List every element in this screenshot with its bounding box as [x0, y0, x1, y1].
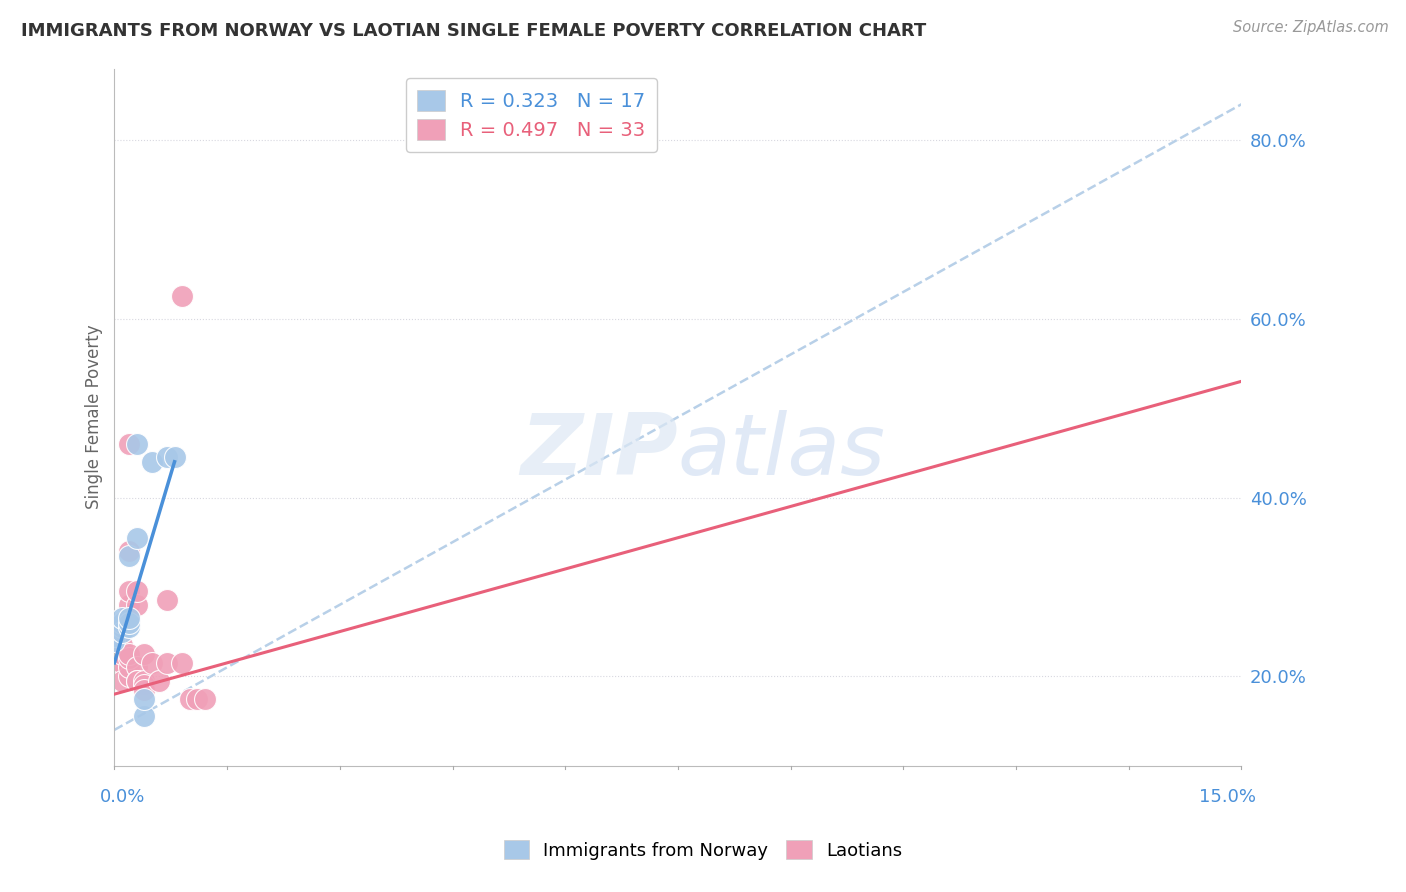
Point: [118, 615, 141, 630]
Point: [156, 656, 179, 670]
Point: [111, 615, 134, 630]
Point: [134, 682, 156, 697]
Point: [111, 611, 134, 625]
Point: [118, 437, 141, 451]
Point: [111, 647, 134, 661]
Point: [118, 620, 141, 634]
Point: [156, 593, 179, 607]
Text: Source: ZipAtlas.com: Source: ZipAtlas.com: [1233, 20, 1389, 35]
Point: [134, 678, 156, 692]
Text: IMMIGRANTS FROM NORWAY VS LAOTIAN SINGLE FEMALE POVERTY CORRELATION CHART: IMMIGRANTS FROM NORWAY VS LAOTIAN SINGLE…: [21, 22, 927, 40]
Point: [103, 656, 125, 670]
Point: [170, 289, 193, 303]
Point: [179, 691, 201, 706]
Point: [111, 620, 134, 634]
Point: [118, 669, 141, 683]
Point: [103, 647, 125, 661]
Text: 0.0%: 0.0%: [100, 788, 145, 806]
Point: [103, 629, 125, 643]
Point: [141, 455, 163, 469]
Text: atlas: atlas: [678, 410, 886, 493]
Point: [118, 584, 141, 599]
Point: [103, 633, 125, 648]
Point: [118, 598, 141, 612]
Point: [118, 549, 141, 563]
Point: [156, 450, 179, 465]
Point: [111, 638, 134, 652]
Point: [134, 673, 156, 688]
Point: [186, 691, 208, 706]
Point: [118, 647, 141, 661]
Point: [125, 437, 148, 451]
Point: [134, 691, 156, 706]
Point: [118, 544, 141, 558]
Point: [125, 531, 148, 545]
Point: [125, 584, 148, 599]
Point: [163, 450, 186, 465]
Point: [193, 691, 215, 706]
Point: [111, 624, 134, 639]
Point: [125, 673, 148, 688]
Point: [148, 673, 170, 688]
Text: ZIP: ZIP: [520, 410, 678, 493]
Point: [134, 647, 156, 661]
Point: [125, 598, 148, 612]
Point: [170, 656, 193, 670]
Y-axis label: Single Female Poverty: Single Female Poverty: [86, 325, 103, 509]
Point: [118, 651, 141, 665]
Text: 15.0%: 15.0%: [1199, 788, 1257, 806]
Point: [111, 673, 134, 688]
Legend: R = 0.323   N = 17, R = 0.497   N = 33: R = 0.323 N = 17, R = 0.497 N = 33: [406, 78, 657, 152]
Point: [118, 660, 141, 674]
Point: [118, 611, 141, 625]
Point: [125, 660, 148, 674]
Point: [134, 709, 156, 723]
Point: [103, 633, 125, 648]
Point: [111, 656, 134, 670]
Point: [141, 656, 163, 670]
Legend: Immigrants from Norway, Laotians: Immigrants from Norway, Laotians: [496, 833, 910, 867]
Point: [125, 673, 148, 688]
